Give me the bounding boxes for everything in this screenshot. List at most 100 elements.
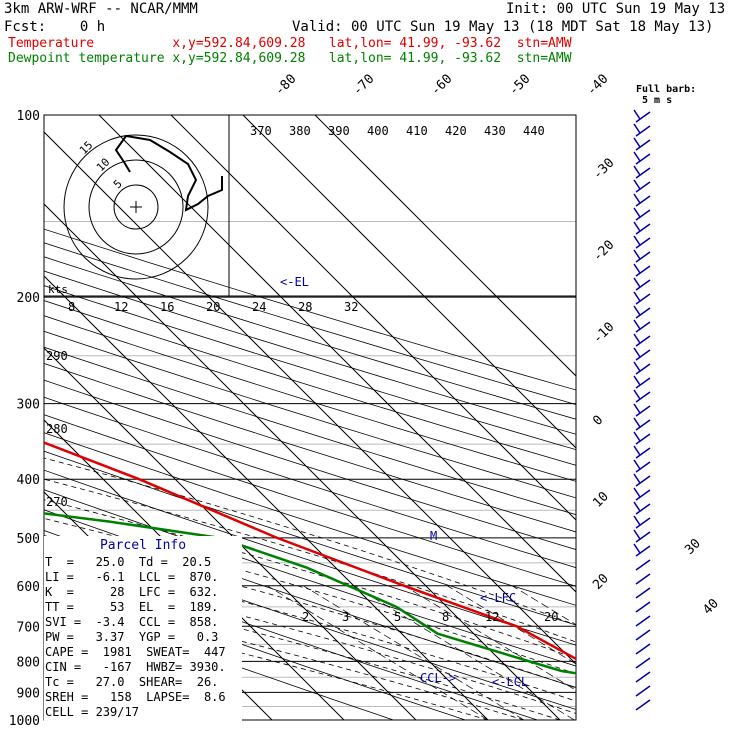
temperature-profile xyxy=(44,441,576,661)
wind-barb xyxy=(635,167,651,179)
parcel-info-row: K = 28 LFC = 632. xyxy=(45,585,219,599)
wind-barb xyxy=(635,111,651,123)
wind-barb xyxy=(635,615,651,627)
dewpoint-legend: Dewpoint temperature x,y=592.84,609.28 l… xyxy=(8,51,572,66)
wind-barb-flag xyxy=(633,375,641,386)
parcel-info-row: CAPE = 1981 SWEAT= 447 xyxy=(45,645,226,659)
model-title: 3km ARW-WRF -- NCAR/MMM xyxy=(4,1,198,17)
hodograph-ring xyxy=(63,134,209,280)
pressure-label: 800 xyxy=(17,655,40,670)
wind-barb xyxy=(635,125,651,137)
dry-adiabat-line xyxy=(44,432,576,606)
wind-barb-flag xyxy=(633,473,641,484)
isotherm-line xyxy=(242,115,576,449)
temperature-tick-label: 30 xyxy=(682,536,704,558)
wind-barb xyxy=(635,489,651,501)
wind-barb-flag xyxy=(633,431,641,442)
speed-axis-tick: 20 xyxy=(206,300,220,314)
wind-barb xyxy=(635,643,651,655)
wind-barb xyxy=(635,559,651,571)
wind-barb xyxy=(635,335,651,347)
wind-barb xyxy=(635,433,651,445)
parcel-info-row: SREH = 158 LAPSE= 8.6 xyxy=(45,690,226,704)
wind-barb xyxy=(635,195,651,207)
parcel-info-row: LI = -6.1 LCL = 870. xyxy=(45,570,219,584)
parcel-info-row: SVI = -3.4 CCL = 858. xyxy=(45,615,219,629)
wind-barb xyxy=(635,601,651,613)
wind-barb xyxy=(635,447,651,459)
theta-label: 410 xyxy=(406,124,428,138)
wind-barb-flag xyxy=(633,235,641,246)
wind-barb-flag xyxy=(633,137,641,148)
speed-axis-tick: 16 xyxy=(160,300,174,314)
mixing-ratio-line xyxy=(267,585,489,720)
wind-barb-flag xyxy=(633,109,641,120)
wind-barb-flag xyxy=(633,417,641,428)
wind-barb xyxy=(635,629,651,641)
wind-barb xyxy=(635,363,651,375)
valid-time: Valid: 00 UTC Sun 19 May 13 (18 MDT Sat … xyxy=(292,19,714,35)
temperature-tick-label: -20 xyxy=(590,238,617,265)
wind-barb-flag xyxy=(633,487,641,498)
wind-barb-flag xyxy=(633,347,641,358)
wind-barb-flag xyxy=(633,249,641,260)
theta-e-label: 270 xyxy=(46,495,68,509)
dry-adiabat-line xyxy=(44,315,576,482)
parcel-info-box: Parcel Info T = 25.0 Td = 20.5 LI = -6.1 … xyxy=(44,536,242,736)
theta-e-label: 290 xyxy=(46,349,68,363)
dry-adiabat-line xyxy=(44,346,576,516)
dry-adiabat-line xyxy=(44,300,576,466)
speed-axis-tick: 24 xyxy=(252,300,266,314)
wind-barb-flag xyxy=(633,207,641,218)
wind-barb xyxy=(635,237,651,249)
temperature-tick-label: 20 xyxy=(590,571,612,593)
wind-barb-flag xyxy=(633,151,641,162)
mixing-ratio-label: 5 xyxy=(394,610,401,624)
dry-adiabat-line xyxy=(44,396,576,569)
dewpoint-profile xyxy=(44,512,576,675)
temperature-tick-label: -60 xyxy=(428,72,455,99)
dry-adiabat-line xyxy=(44,256,576,420)
wind-barb-flag xyxy=(633,445,641,456)
mixing-ratio-label: 2 xyxy=(302,610,309,624)
parcel-info-row: TT = 53 EL = 189. xyxy=(45,600,219,614)
wind-barb-flag xyxy=(633,459,641,470)
m-marker: M xyxy=(430,529,437,543)
wind-barb xyxy=(635,573,651,585)
theta-e-label: 280 xyxy=(46,422,68,436)
speed-axis-tick: 28 xyxy=(298,300,312,314)
wind-barb xyxy=(635,517,651,529)
wind-barb xyxy=(635,503,651,515)
parcel-info-row: Tc = 27.0 SHEAR= 26. xyxy=(45,675,219,689)
wind-barb xyxy=(635,699,651,711)
wind-barb xyxy=(635,377,651,389)
lfc-label: <-LFC xyxy=(480,591,516,605)
pressure-label: 600 xyxy=(17,580,40,595)
init-time: Init: 00 UTC Sun 19 May 13 xyxy=(506,1,726,17)
wind-barb xyxy=(635,153,651,165)
dry-adiabat-line xyxy=(44,596,394,720)
wind-barb xyxy=(635,279,651,291)
temperature-tick-label: -50 xyxy=(506,72,533,99)
temperature-tick-label: 40 xyxy=(700,596,722,618)
wind-barb-flag xyxy=(633,319,641,330)
hodograph-ring xyxy=(113,184,159,230)
mixing-ratio-line xyxy=(353,585,575,720)
pressure-label: 700 xyxy=(17,620,40,635)
wind-barb-flag xyxy=(633,403,641,414)
wind-barb-flag xyxy=(633,333,641,344)
wind-barb xyxy=(635,391,651,403)
dry-adiabat-line xyxy=(44,469,576,646)
wind-barb xyxy=(635,321,651,333)
dry-adiabat-line xyxy=(44,414,576,587)
parcel-info-title: Parcel Info xyxy=(99,538,187,553)
wind-barb-flag xyxy=(633,543,641,554)
isotherm-line xyxy=(44,419,345,720)
parcel-info-row: CELL = 239/17 xyxy=(45,705,139,719)
speed-axis-unit: kts xyxy=(48,283,68,296)
wind-barb xyxy=(635,209,651,221)
dry-adiabat-line xyxy=(44,489,576,667)
pressure-label: 100 xyxy=(17,109,40,124)
